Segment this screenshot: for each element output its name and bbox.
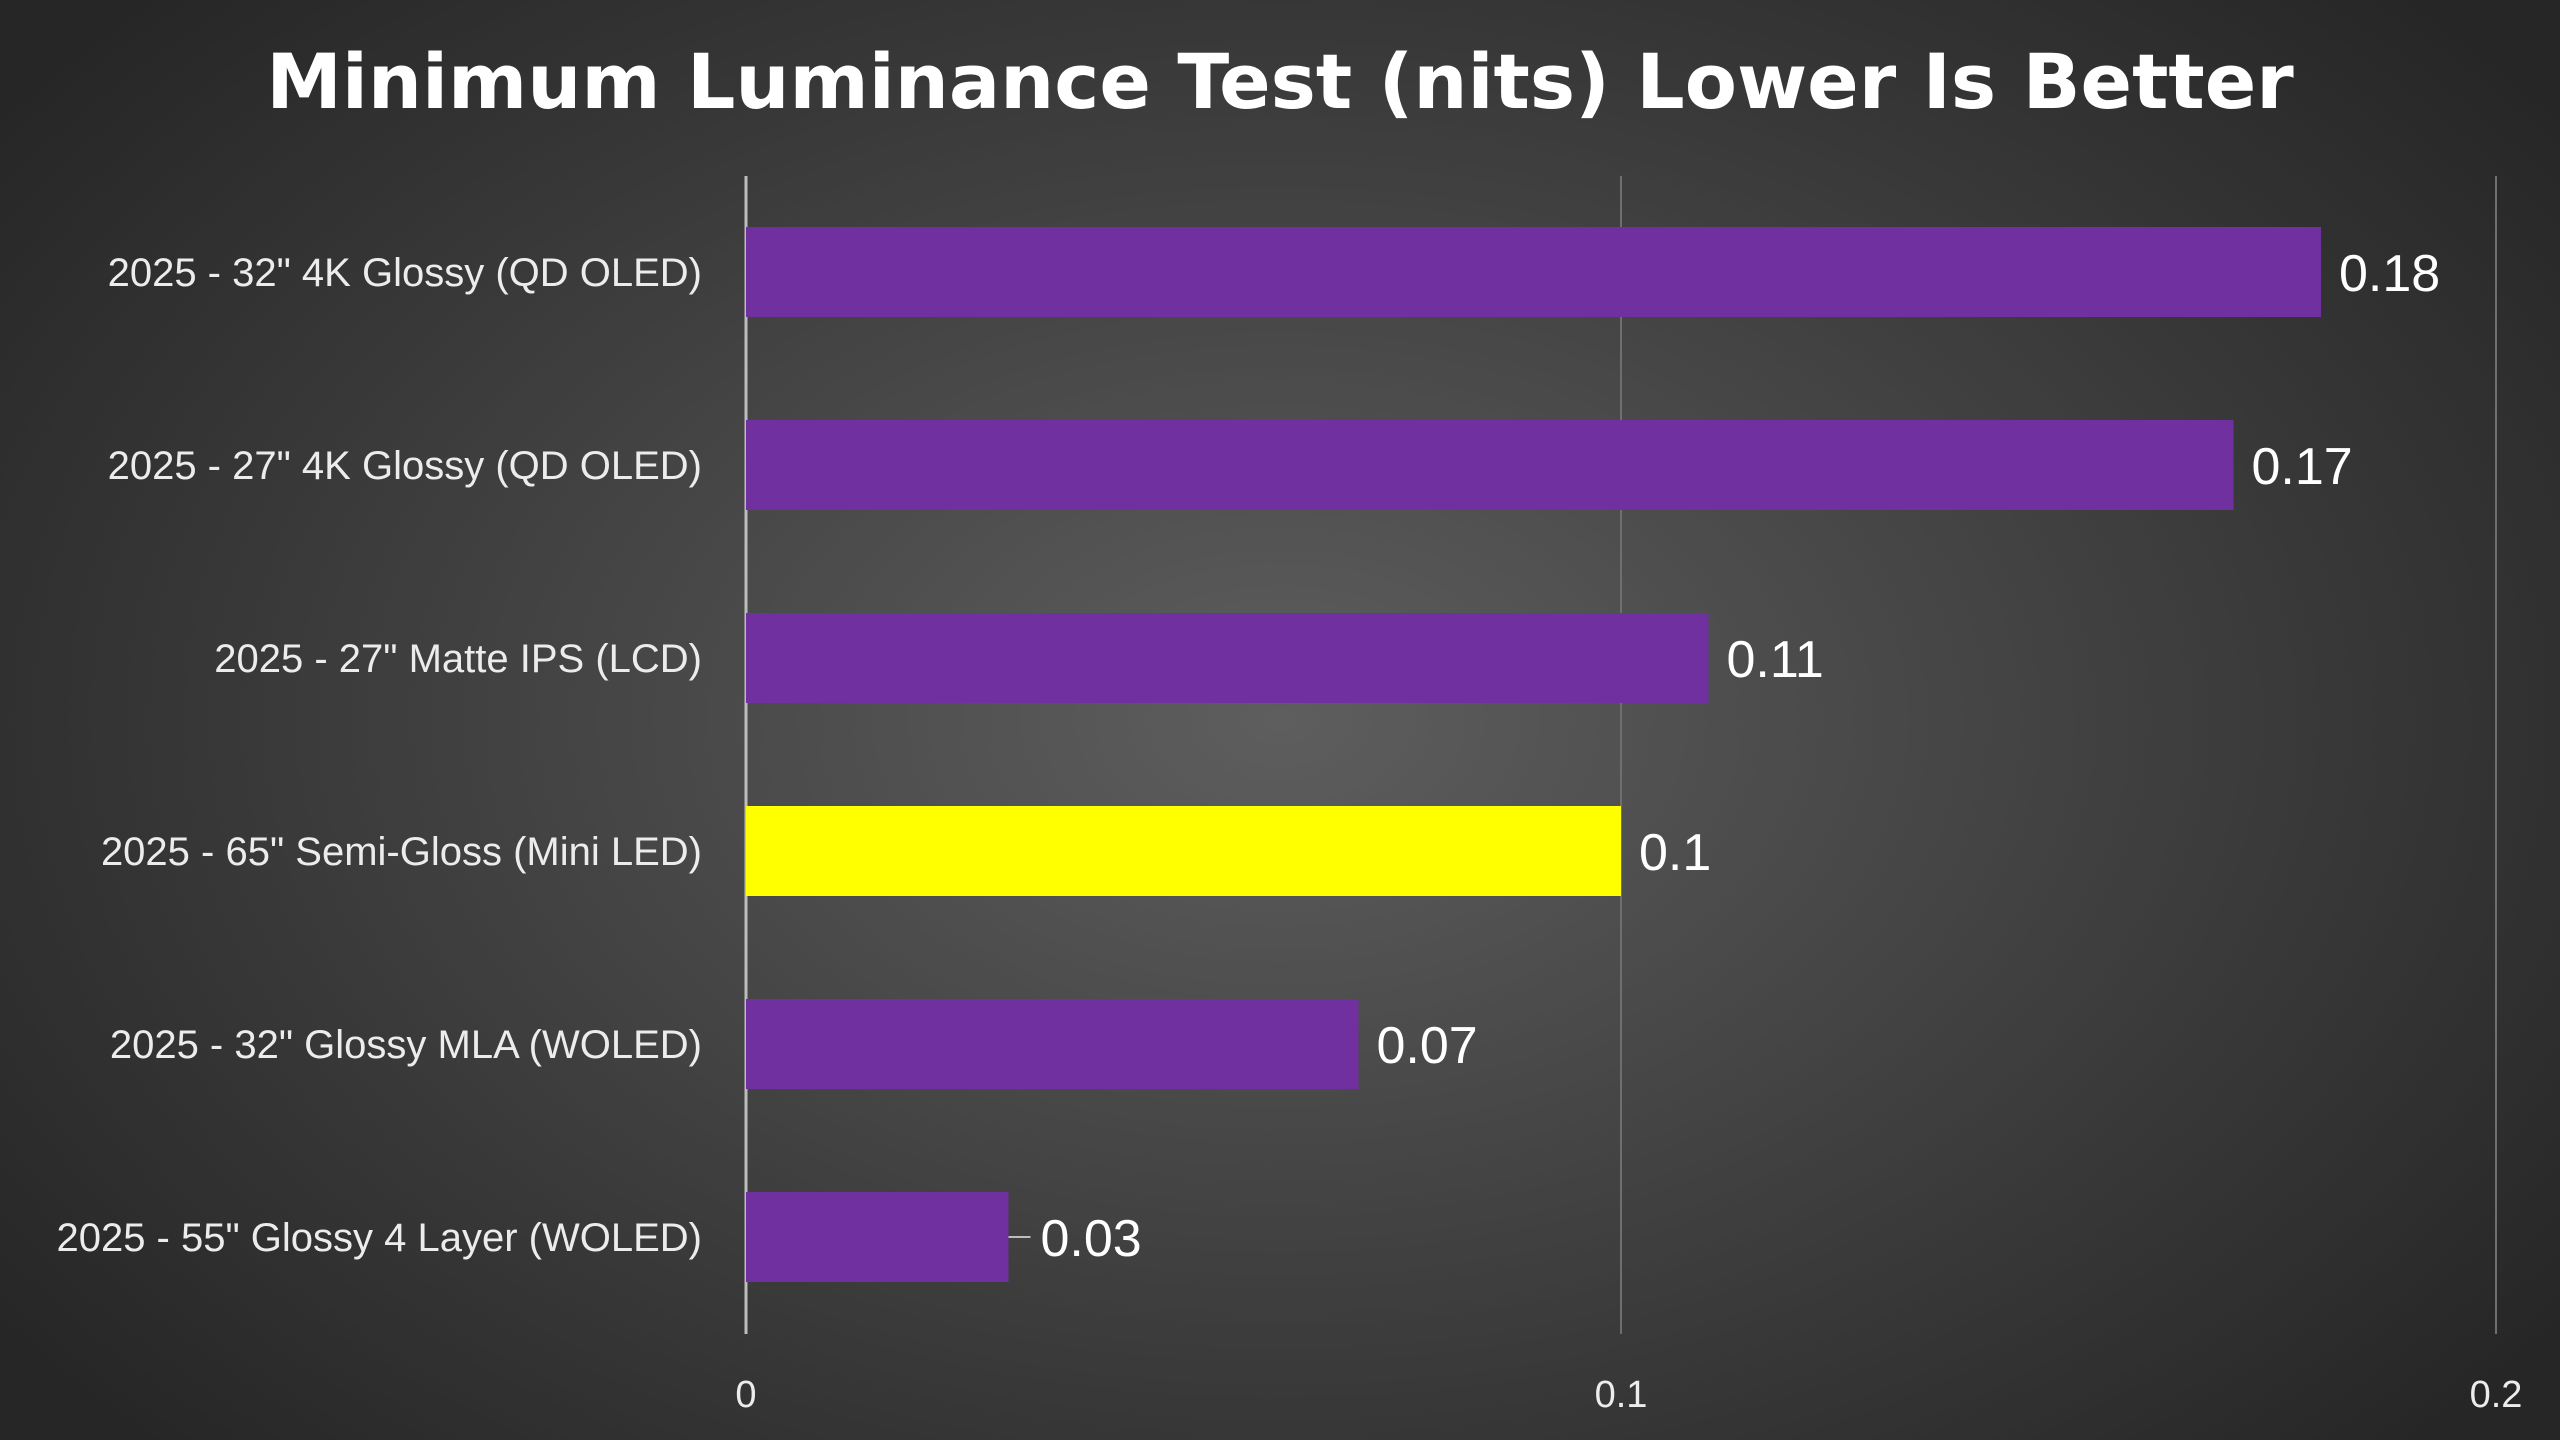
bar: [746, 613, 1709, 703]
bar: [746, 227, 2321, 317]
x-tick-label: 0.2: [2470, 1374, 2523, 1416]
value-label: 0.18: [2339, 245, 2440, 303]
bar: [746, 806, 1621, 896]
bars: [746, 227, 2321, 1282]
chart-title: Minimum Luminance Test (nits) Lower Is B…: [266, 37, 2294, 126]
value-label: 0.17: [2252, 438, 2353, 496]
category-label: 2025 - 65" Semi-Gloss (Mini LED): [101, 830, 702, 874]
value-label: 0.07: [1377, 1017, 1478, 1075]
value-labels: 0.18 0.17 0.11 0.1 0.07 0.03: [1008, 245, 2440, 1268]
x-tick-label: 0.1: [1595, 1374, 1648, 1416]
value-label: 0.11: [1727, 631, 1824, 689]
category-label: 2025 - 27" Matte IPS (LCD): [214, 637, 702, 681]
category-labels: 2025 - 32" 4K Glossy (QD OLED) 2025 - 27"…: [56, 251, 702, 1260]
category-label: 2025 - 32" Glossy MLA (WOLED): [110, 1023, 702, 1067]
category-label: 2025 - 55" Glossy 4 Layer (WOLED): [56, 1216, 702, 1260]
x-tick-label: 0: [735, 1374, 756, 1416]
value-label: 0.03: [1041, 1210, 1142, 1268]
gridlines: [744, 176, 2497, 1334]
value-label: 0.1: [1639, 824, 1711, 882]
category-label: 2025 - 32" 4K Glossy (QD OLED): [108, 251, 702, 295]
bar: [746, 1192, 1009, 1282]
bar: [746, 999, 1359, 1089]
x-tick-labels: 0 0.1 0.2: [735, 1374, 2522, 1416]
category-label: 2025 - 27" 4K Glossy (QD OLED): [108, 444, 702, 488]
bar: [746, 420, 2234, 510]
